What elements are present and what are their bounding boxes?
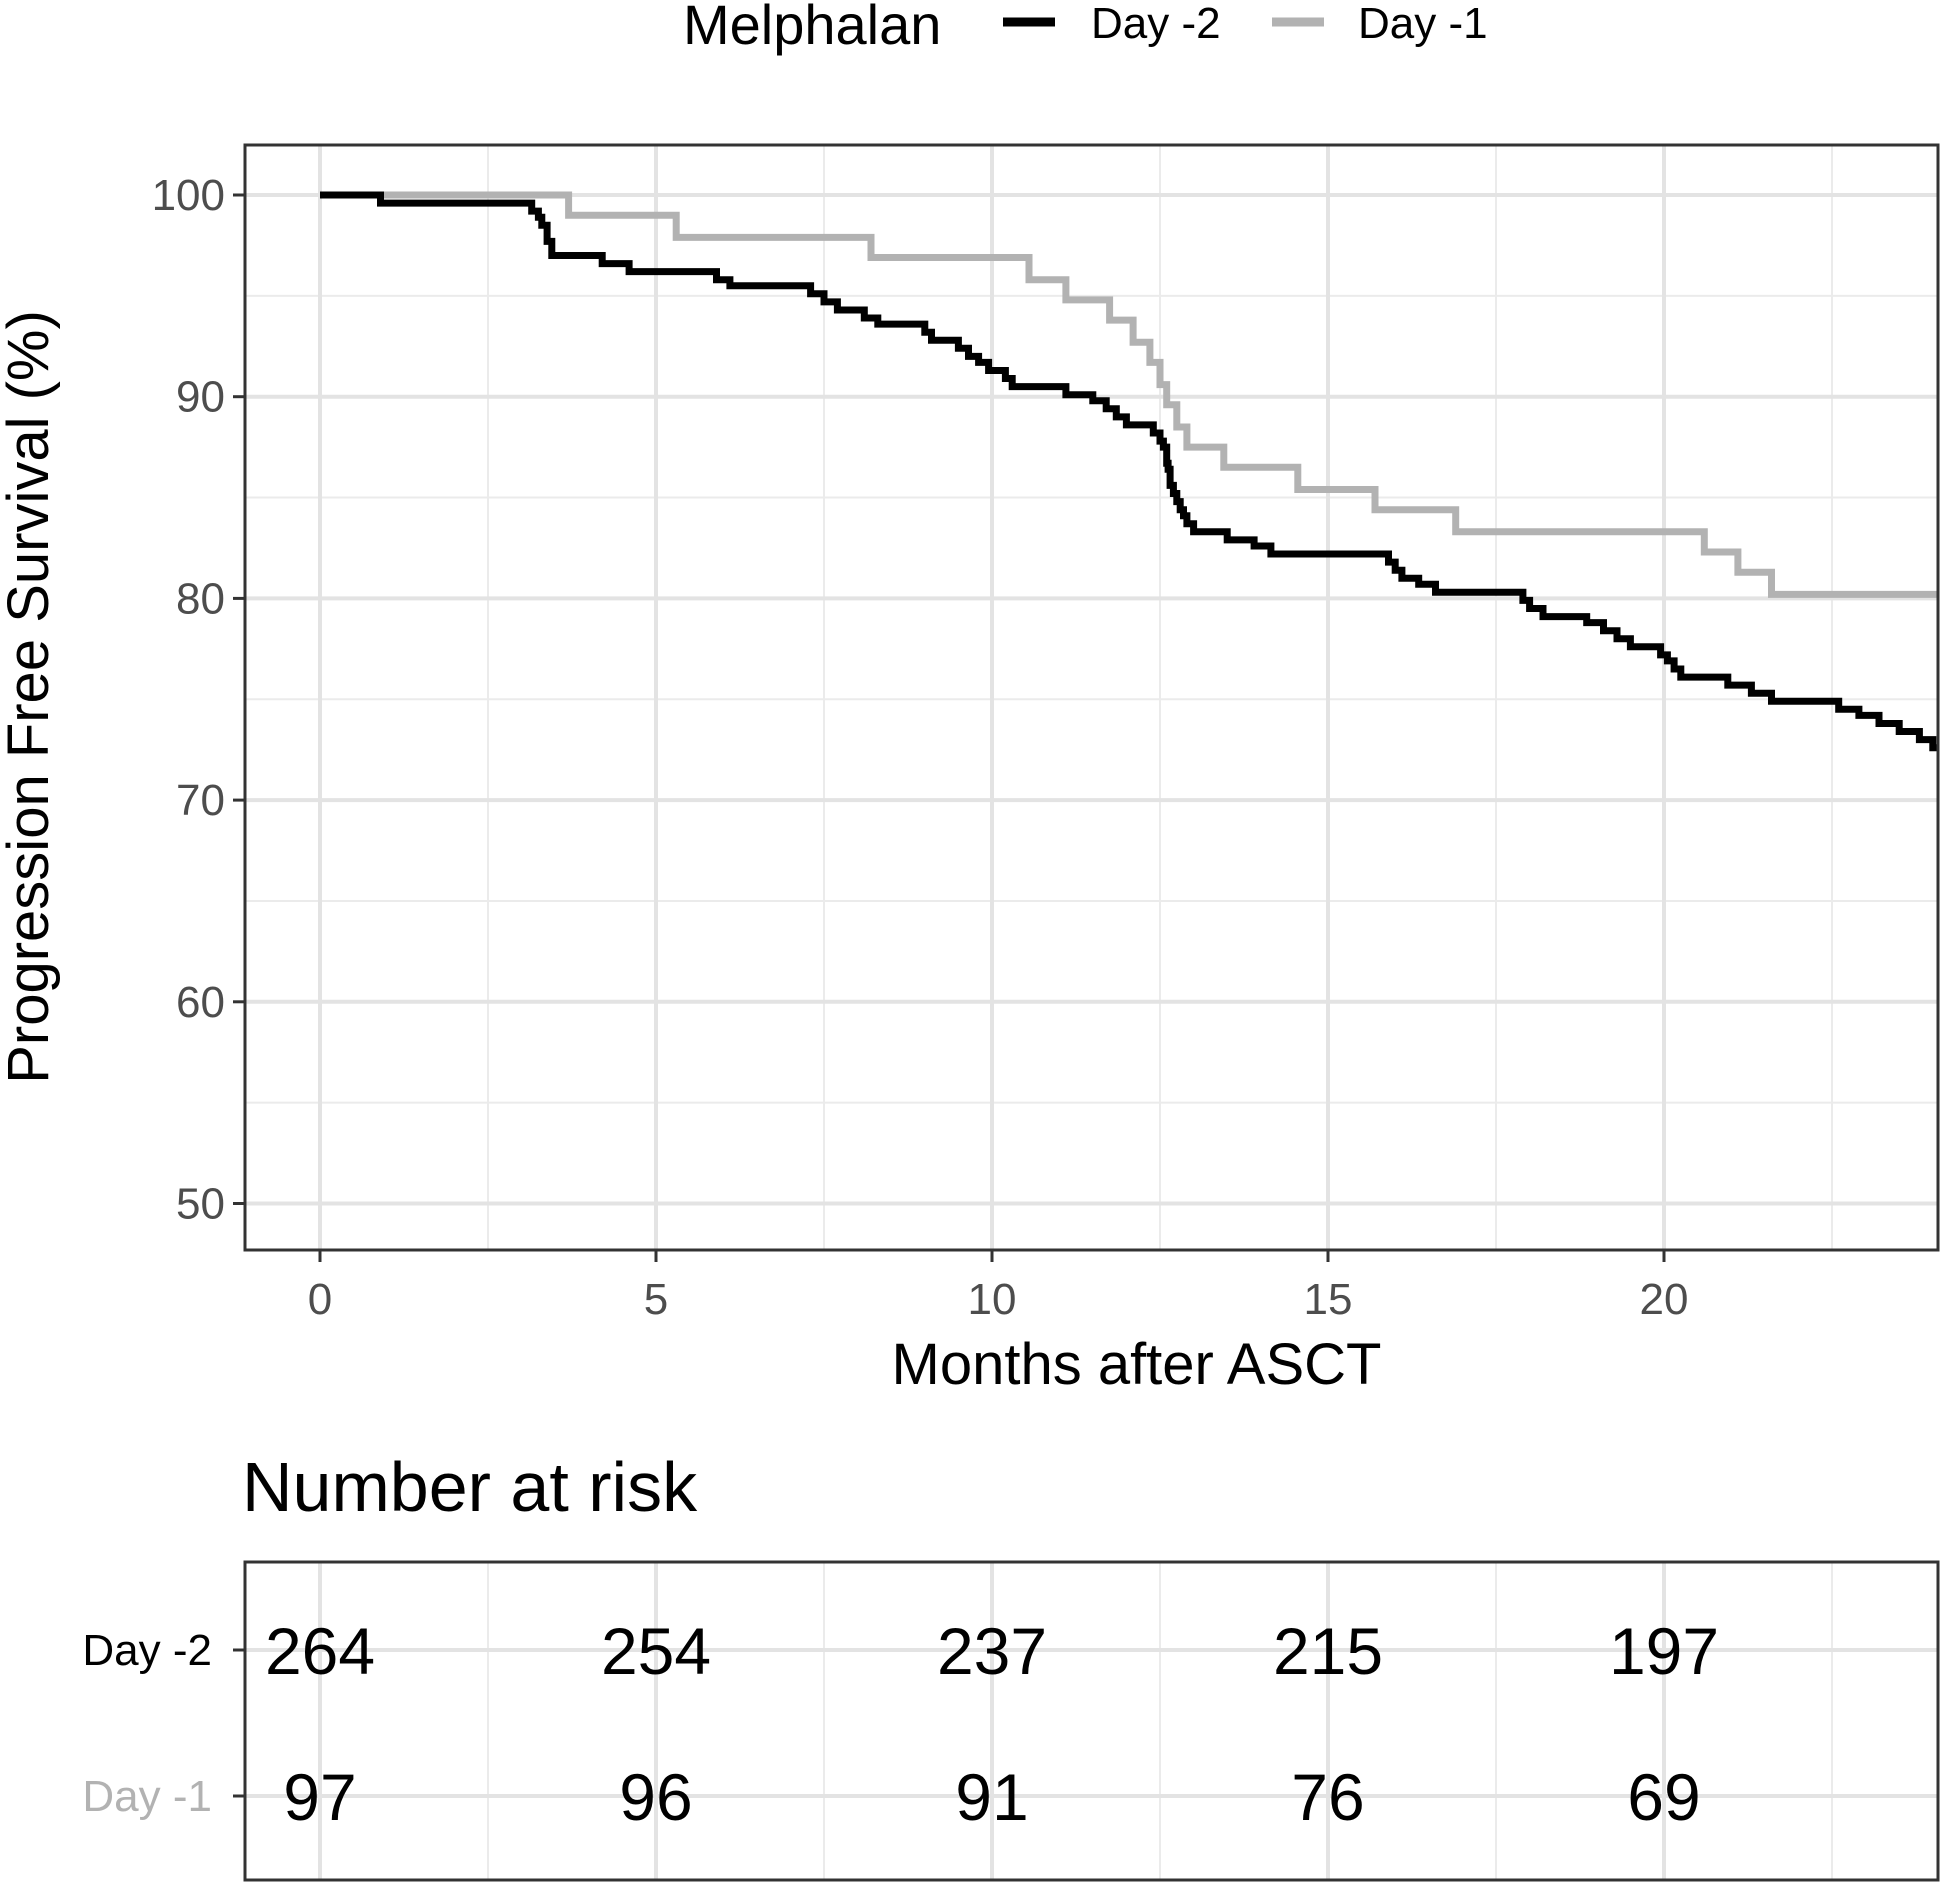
risk-value: 97 [283, 1760, 356, 1834]
legend: Melphalan Day -2 Day -1 [683, 0, 1488, 56]
legend-title: Melphalan [683, 0, 941, 56]
y-tick-label: 50 [176, 1180, 225, 1229]
gridlines [245, 145, 1938, 1250]
risk-table: Number at risk Day -2 264 254 237 215 197 Day -… [82, 1448, 1940, 1882]
km-plot: 0 5 10 15 20 50 60 70 80 90 100 Months after ASCT Pr… [0, 143, 1940, 1397]
y-tick-label: 80 [176, 574, 225, 623]
y-axis-title: Progression Free Survival (%) [0, 310, 61, 1084]
risk-row-label: Day -1 [82, 1772, 212, 1821]
x-tick-label: 20 [1640, 1275, 1689, 1324]
plot-background [245, 145, 1938, 1250]
risk-value: 197 [1609, 1614, 1719, 1688]
series-group [320, 191, 1938, 752]
risk-value: 96 [619, 1760, 692, 1834]
y-tick-label: 100 [152, 171, 225, 220]
plot-border [243, 143, 1940, 1252]
risk-table-title: Number at risk [242, 1448, 698, 1526]
risk-row-label: Day -2 [82, 1626, 212, 1675]
series-line-day-2 [320, 191, 1938, 752]
x-tick-label: 15 [1304, 1275, 1353, 1324]
risk-value: 264 [265, 1614, 375, 1688]
axes: 0 5 10 15 20 50 60 70 80 90 100 Months after ASCT Pr… [0, 171, 1688, 1397]
risk-value: 91 [955, 1760, 1028, 1834]
risk-value: 215 [1273, 1614, 1383, 1688]
x-axis-title: Months after ASCT [892, 1332, 1382, 1397]
x-tick-label: 0 [308, 1275, 332, 1324]
legend-label: Day -1 [1358, 0, 1488, 48]
y-tick-label: 90 [176, 373, 225, 422]
y-tick-label: 60 [176, 978, 225, 1027]
risk-value: 254 [601, 1614, 711, 1688]
x-tick-label: 10 [968, 1275, 1017, 1324]
series-line-day-1 [320, 191, 1938, 598]
risk-value: 69 [1627, 1760, 1700, 1834]
y-tick-label: 70 [176, 776, 225, 825]
risk-table-gridlines [245, 1562, 1938, 1880]
risk-table-border [243, 1560, 1940, 1882]
risk-value: 76 [1291, 1760, 1364, 1834]
risk-value: 237 [937, 1614, 1047, 1688]
legend-label: Day -2 [1091, 0, 1221, 48]
x-tick-label: 5 [644, 1275, 668, 1324]
risk-table-background [245, 1562, 1938, 1880]
